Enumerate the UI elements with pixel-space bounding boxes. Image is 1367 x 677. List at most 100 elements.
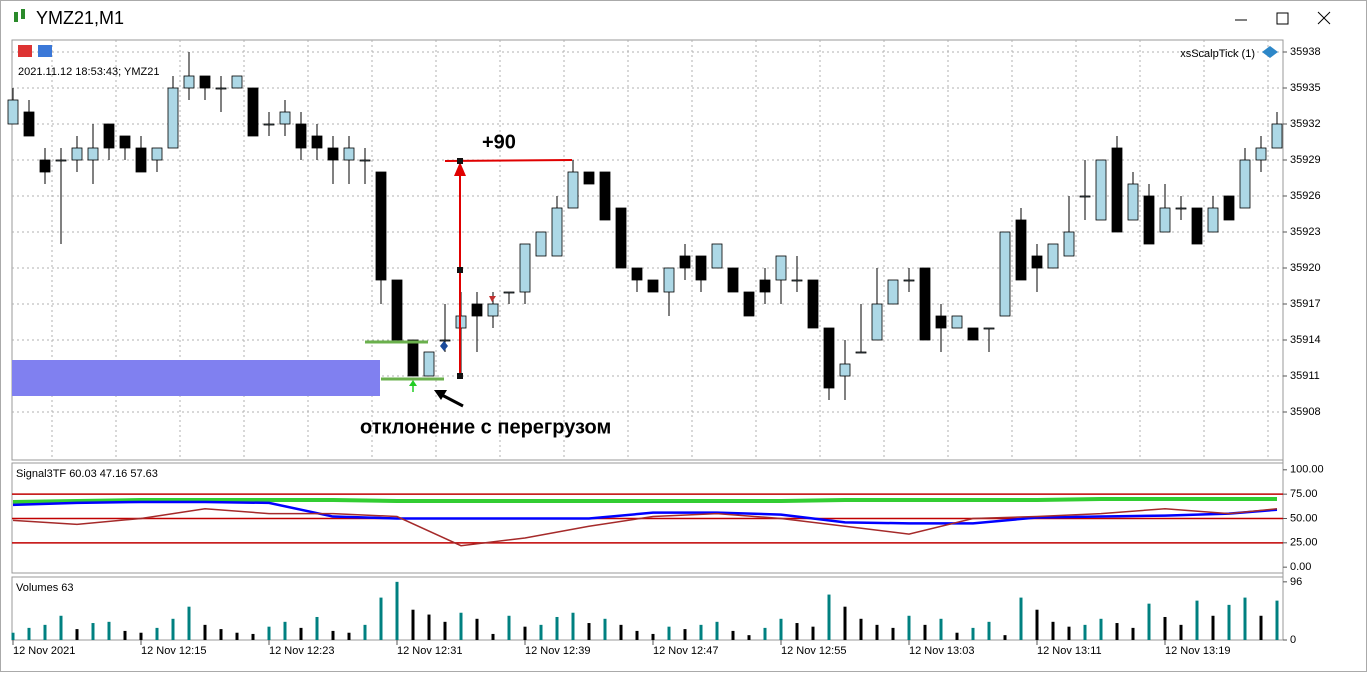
y-tick-label: 75.00 xyxy=(1290,488,1318,500)
volume-bar xyxy=(619,624,623,640)
y-tick-label: 35929 xyxy=(1290,154,1321,166)
x-tick-label: 12 Nov 13:11 xyxy=(1037,645,1102,657)
y-tick-label: 96 xyxy=(1290,576,1302,588)
candle-body xyxy=(247,87,259,137)
volume-bar xyxy=(907,615,911,640)
volume-bar xyxy=(1147,603,1151,640)
signal-mark xyxy=(440,341,448,351)
candle-body xyxy=(967,327,979,341)
candle-body xyxy=(679,255,691,269)
candle-body xyxy=(663,267,675,293)
candle-body xyxy=(327,147,339,161)
candle-body xyxy=(535,231,547,257)
annotation: +90 xyxy=(482,131,516,153)
candle-body xyxy=(359,159,371,162)
y-tick-label: 35935 xyxy=(1290,82,1321,94)
volume-bar xyxy=(843,606,847,640)
candle-body xyxy=(887,279,899,305)
volume-bar xyxy=(363,624,367,640)
volume-bar xyxy=(411,609,415,640)
y-tick-label: 35923 xyxy=(1290,226,1321,238)
annotation: отклонение с перегрузом xyxy=(360,416,611,438)
candle-body xyxy=(231,75,243,89)
window-controls[interactable] xyxy=(1235,11,1331,25)
volume-bar xyxy=(123,630,127,640)
volume-bar xyxy=(763,627,767,640)
candle-body xyxy=(823,327,835,389)
y-tick-label: 35914 xyxy=(1290,334,1321,346)
candle-body xyxy=(727,267,739,293)
candle-body xyxy=(391,279,403,341)
indicator-title: Signal3TF 60.03 47.16 57.63 xyxy=(16,468,158,480)
point xyxy=(457,373,463,379)
candle-body xyxy=(279,111,291,125)
candle-body xyxy=(39,159,51,173)
x-tick-label: 12 Nov 13:19 xyxy=(1165,645,1230,657)
volume-bar xyxy=(315,616,319,640)
target-line xyxy=(444,159,573,162)
y-tick-label: 35926 xyxy=(1290,190,1321,202)
volume-bar xyxy=(555,616,559,640)
volume-bar xyxy=(747,635,751,640)
candle-body xyxy=(999,231,1011,317)
volume-bar xyxy=(1243,597,1247,640)
y-tick-label: 100.00 xyxy=(1290,464,1324,476)
candle-body xyxy=(1063,231,1075,257)
candle-body xyxy=(855,351,867,354)
candle-body xyxy=(743,291,755,317)
zone-rect xyxy=(12,360,380,396)
y-tick-label: 35932 xyxy=(1290,118,1321,130)
candle-body xyxy=(103,123,115,149)
volume-bar xyxy=(603,618,607,640)
candle-body xyxy=(71,147,83,161)
candle-body xyxy=(1015,219,1027,281)
volume-bar xyxy=(59,615,63,640)
volume-bar xyxy=(1067,626,1071,640)
y-tick-label: 35917 xyxy=(1290,298,1321,310)
candle-body xyxy=(903,279,915,282)
candle-body xyxy=(935,315,947,329)
candle-body xyxy=(1175,207,1187,210)
volume-bar xyxy=(43,624,47,640)
candle-body xyxy=(1239,159,1251,209)
pointer-arrow xyxy=(439,392,464,408)
candle-body xyxy=(311,135,323,149)
x-tick-label: 12 Nov 12:15 xyxy=(141,645,206,657)
panel-icons xyxy=(18,45,52,57)
candle-body xyxy=(423,351,435,377)
volume-bar xyxy=(491,633,495,640)
x-tick-label: 12 Nov 2021 xyxy=(13,645,75,657)
volume-bar xyxy=(971,627,975,640)
candle-body xyxy=(1143,195,1155,245)
y-tick-label: 50.00 xyxy=(1290,512,1318,524)
volume-bar xyxy=(987,621,991,640)
candle-body xyxy=(199,75,211,89)
candle-body xyxy=(7,99,19,125)
candle-body xyxy=(983,327,995,330)
candle-body xyxy=(1159,207,1171,233)
volume-bar xyxy=(635,630,639,640)
candle-body xyxy=(135,147,147,173)
candle-body xyxy=(791,279,803,282)
candle-body xyxy=(519,243,531,293)
x-tick-label: 12 Nov 12:39 xyxy=(525,645,590,657)
indicator-line xyxy=(12,497,1277,504)
candle-body xyxy=(647,279,659,293)
volume-bar xyxy=(331,630,335,640)
window-title: YMZ21,M1 xyxy=(36,8,124,28)
volume-bar xyxy=(443,621,447,640)
chart-info: 2021.11.12 18:53:43; YMZ21 xyxy=(18,66,159,78)
candle-body xyxy=(1207,207,1219,233)
candle-body xyxy=(1111,147,1123,233)
x-tick-label: 12 Nov 12:47 xyxy=(653,645,718,657)
volume-bar xyxy=(891,627,895,640)
volume-bar xyxy=(235,632,239,640)
candle-body xyxy=(1223,195,1235,221)
volume-bar xyxy=(27,627,31,640)
candle-body xyxy=(55,159,67,162)
volume-bar xyxy=(859,618,863,640)
candle-body xyxy=(951,315,963,329)
candle-body xyxy=(407,339,419,377)
volume-bar xyxy=(1131,627,1135,640)
volume-bar xyxy=(587,623,591,640)
